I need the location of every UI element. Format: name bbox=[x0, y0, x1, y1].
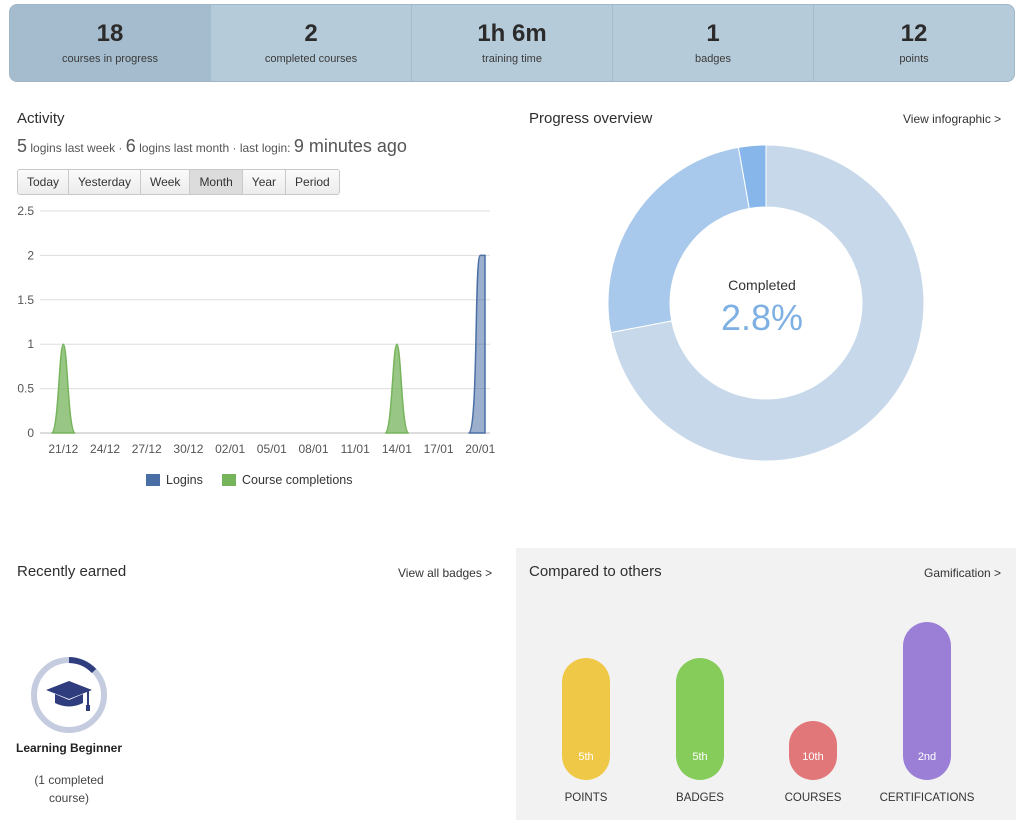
stat-completed-courses[interactable]: 2 completed courses bbox=[211, 5, 412, 81]
badge-learning-beginner[interactable] bbox=[28, 654, 110, 736]
stat-value: 1h 6m bbox=[477, 20, 547, 47]
stats-bar: 18 courses in progress 2 completed cours… bbox=[9, 4, 1015, 82]
period-week-button[interactable]: Week bbox=[140, 170, 191, 194]
gamification-link[interactable]: Gamification > bbox=[924, 566, 1002, 580]
stat-label: badges bbox=[694, 53, 732, 65]
legend-course-completions[interactable]: Course completions bbox=[222, 473, 352, 487]
stat-label: completed courses bbox=[264, 53, 358, 65]
certifications-rank: 2nd bbox=[917, 751, 937, 763]
logins-month-count: 6 bbox=[125, 136, 136, 156]
stat-value: 2 bbox=[304, 20, 318, 47]
x-tick-label: 27/12 bbox=[132, 442, 162, 456]
period-yesterday-button[interactable]: Yesterday bbox=[69, 170, 141, 194]
badges-rank: 5th bbox=[692, 750, 708, 763]
courses-rank: 10th bbox=[802, 751, 824, 763]
recently-earned-title: Recently earned bbox=[17, 563, 127, 580]
activity-title: Activity bbox=[17, 110, 65, 127]
points-label: POINTS bbox=[564, 792, 608, 804]
period-selector: Today Yesterday Week Month Year Period bbox=[17, 169, 340, 195]
progress-title: Progress overview bbox=[529, 110, 653, 127]
x-tick-label: 30/12 bbox=[173, 442, 203, 456]
y-tick-label: 0 bbox=[27, 426, 34, 440]
x-tick-label: 21/12 bbox=[48, 442, 78, 456]
stat-label: training time bbox=[482, 53, 542, 65]
badges-label: BADGES bbox=[676, 792, 724, 804]
stat-points[interactable]: 12 points bbox=[814, 5, 1014, 81]
compared-title: Compared to others bbox=[529, 563, 662, 580]
x-tick-label: 24/12 bbox=[90, 442, 120, 456]
completion-spike[interactable] bbox=[384, 343, 410, 434]
view-infographic-link[interactable]: View infographic > bbox=[903, 112, 1002, 126]
stat-value: 12 bbox=[900, 20, 928, 47]
compared-panel: Compared to others Gamification > 5th PO… bbox=[516, 548, 1016, 820]
progress-donut bbox=[607, 144, 925, 462]
stat-courses-in-progress[interactable]: 18 courses in progress bbox=[10, 5, 211, 81]
legend-swatch-logins bbox=[146, 474, 160, 486]
courses-label: COURSES bbox=[784, 792, 842, 804]
legend-label-completions: Course completions bbox=[242, 473, 353, 487]
last-login-value: 9 minutes ago bbox=[293, 136, 407, 156]
logins-week-text: logins last week · bbox=[30, 141, 123, 155]
period-today-button[interactable]: Today bbox=[18, 170, 70, 194]
stat-value: 18 bbox=[96, 20, 124, 47]
legend-swatch-completions bbox=[222, 474, 236, 486]
courses-rank-bar: 10th bbox=[789, 721, 837, 780]
y-tick-label: 2 bbox=[27, 248, 34, 262]
logins-area[interactable] bbox=[467, 254, 486, 434]
logins-week-count: 5 bbox=[17, 136, 28, 156]
certifications-rank-bar: 2nd bbox=[903, 622, 951, 780]
stat-label: courses in progress bbox=[62, 53, 158, 65]
x-tick-label: 11/01 bbox=[341, 442, 370, 456]
logins-month-text: logins last month · last login: bbox=[139, 141, 291, 155]
x-tick-label: 17/01 bbox=[424, 442, 454, 456]
donut-label: Completed bbox=[728, 277, 796, 293]
legend-label-logins: Logins bbox=[166, 473, 203, 487]
stat-value: 1 bbox=[706, 20, 720, 47]
stat-badges[interactable]: 1 badges bbox=[613, 5, 814, 81]
period-period-button[interactable]: Period bbox=[286, 170, 339, 194]
period-year-button[interactable]: Year bbox=[242, 170, 287, 194]
badge-name: Learning Beginner bbox=[15, 741, 122, 755]
stat-label: points bbox=[899, 53, 929, 65]
y-tick-label: 0.5 bbox=[17, 382, 34, 396]
stat-training-time[interactable]: 1h 6m training time bbox=[412, 5, 613, 81]
points-rank-bar: 5th bbox=[562, 658, 610, 780]
donut-center: Completed 2.8% bbox=[661, 277, 863, 339]
y-tick-label: 2.5 bbox=[17, 204, 34, 218]
y-tick-label: 1.5 bbox=[17, 293, 34, 307]
graduation-cap-icon bbox=[31, 657, 107, 733]
activity-chart: 2.5 2 1.5 1 0.5 0 21/12 24/12 27/12 30/12 02/01 05/… bbox=[17, 204, 495, 456]
donut-segment-in-progress[interactable] bbox=[607, 146, 750, 334]
x-tick-label: 05/01 bbox=[257, 442, 287, 456]
activity-summary: 5 logins last week · 6 logins last month… bbox=[17, 136, 407, 157]
x-tick-label: 02/01 bbox=[215, 442, 245, 456]
points-rank: 5th bbox=[578, 750, 594, 763]
period-month-button[interactable]: Month bbox=[190, 170, 243, 194]
completed-percent: 2.8% bbox=[720, 297, 804, 338]
x-tick-label: 20/01 bbox=[465, 442, 495, 456]
certifications-label: CERTIFICATIONS bbox=[879, 792, 975, 804]
legend-logins[interactable]: Logins bbox=[146, 473, 203, 487]
x-tick-label: 08/01 bbox=[298, 442, 328, 456]
view-all-badges-link[interactable]: View all badges > bbox=[398, 566, 493, 580]
badges-rank-bar: 5th bbox=[676, 658, 724, 780]
y-tick-label: 1 bbox=[27, 337, 34, 351]
donut-segment-not-started[interactable] bbox=[610, 144, 925, 462]
x-tick-label: 14/01 bbox=[382, 442, 412, 456]
badge-description: (1 completed course) bbox=[34, 773, 104, 805]
completion-spike[interactable] bbox=[50, 343, 76, 434]
